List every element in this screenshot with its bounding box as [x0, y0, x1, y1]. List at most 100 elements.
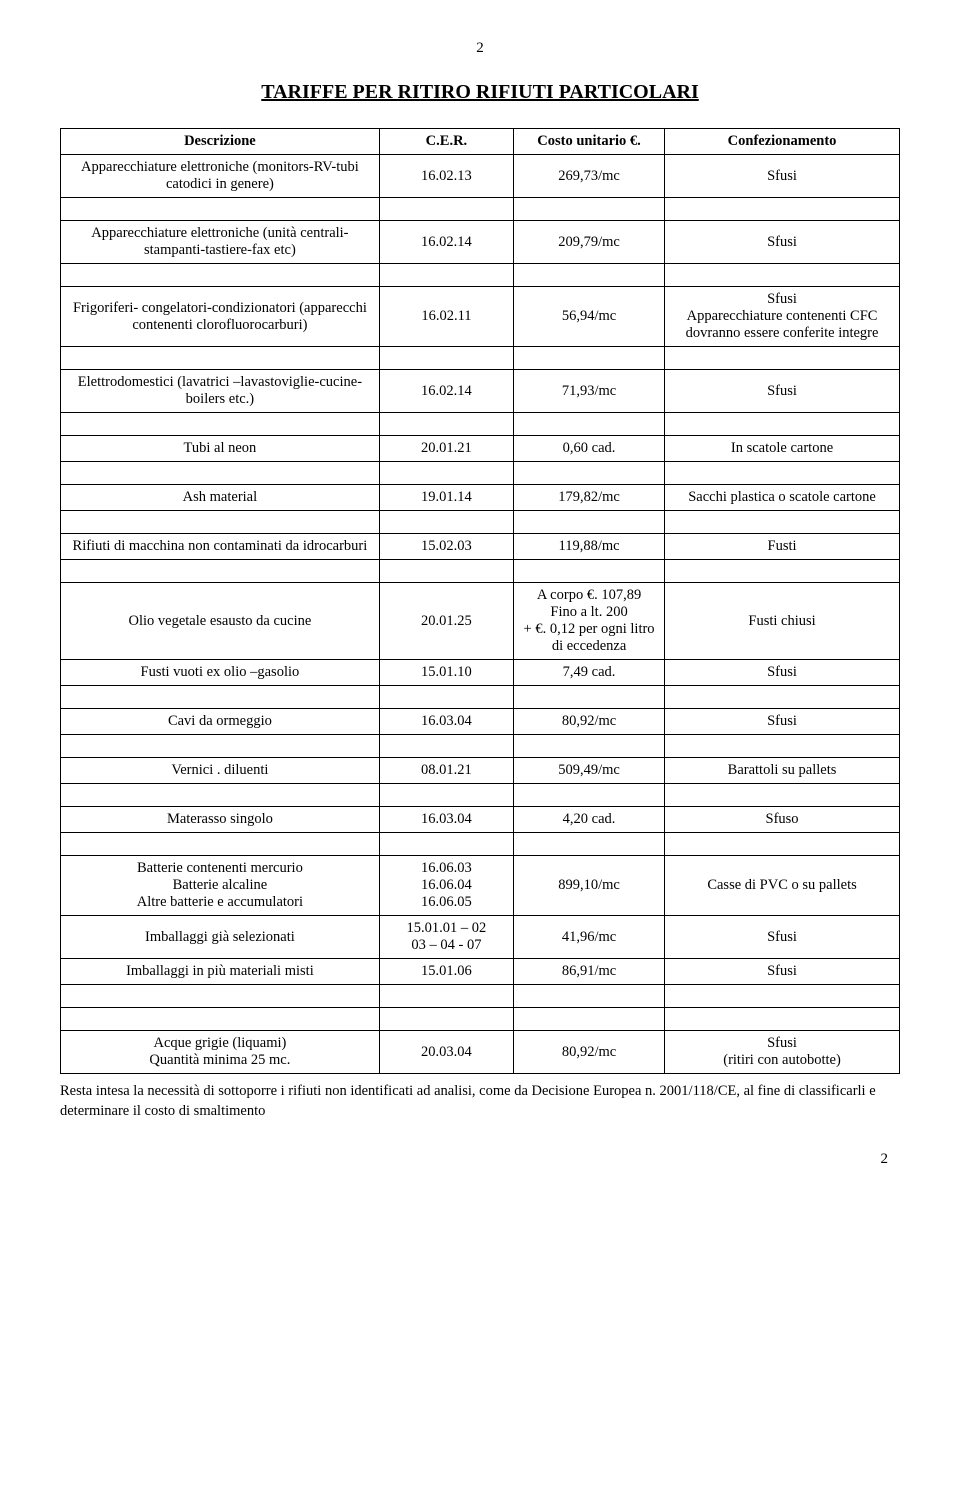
spacer-row: [61, 511, 900, 534]
cell-desc: Acque grigie (liquami)Quantità minima 25…: [61, 1031, 380, 1074]
page-number-top: 2: [60, 40, 900, 57]
spacer-row: [61, 1008, 900, 1031]
cell-desc: Apparecchiature elettroniche (unità cent…: [61, 221, 380, 264]
table-row: Apparecchiature elettroniche (monitors-R…: [61, 155, 900, 198]
cell-desc: Tubi al neon: [61, 436, 380, 462]
cell-desc: Imballaggi in più materiali misti: [61, 959, 380, 985]
table-row: Frigoriferi- congelatori-condizionatori …: [61, 287, 900, 347]
cell-conf: Sfusi: [665, 370, 900, 413]
cell-cer: 15.01.06: [379, 959, 513, 985]
cell-desc: Materasso singolo: [61, 807, 380, 833]
spacer-row: [61, 264, 900, 287]
cell-cost: 209,79/mc: [514, 221, 665, 264]
cell-desc: Olio vegetale esausto da cucine: [61, 583, 380, 660]
spacer-row: [61, 985, 900, 1008]
cell-conf: Sfusi: [665, 916, 900, 959]
page-number-bottom: 2: [60, 1151, 900, 1168]
header-desc: Descrizione: [61, 129, 380, 155]
table-row: Elettrodomestici (lavatrici –lavastovigl…: [61, 370, 900, 413]
cell-cost: 80,92/mc: [514, 709, 665, 735]
cell-conf: Sfuso: [665, 807, 900, 833]
spacer-row: [61, 735, 900, 758]
cell-cer: 08.01.21: [379, 758, 513, 784]
cell-cost: 86,91/mc: [514, 959, 665, 985]
cell-desc: Imballaggi già selezionati: [61, 916, 380, 959]
spacer-row: [61, 686, 900, 709]
spacer-row: [61, 833, 900, 856]
cell-cer: 19.01.14: [379, 485, 513, 511]
cell-cer: 20.03.04: [379, 1031, 513, 1074]
table-row: Materasso singolo 16.03.04 4,20 cad. Sfu…: [61, 807, 900, 833]
cell-desc: Cavi da ormeggio: [61, 709, 380, 735]
cell-desc: Vernici . diluenti: [61, 758, 380, 784]
spacer-row: [61, 413, 900, 436]
cell-cost: 4,20 cad.: [514, 807, 665, 833]
cell-cost: 80,92/mc: [514, 1031, 665, 1074]
page-title: TARIFFE PER RITIRO RIFIUTI PARTICOLARI: [60, 81, 900, 104]
table-row: Acque grigie (liquami)Quantità minima 25…: [61, 1031, 900, 1074]
spacer-row: [61, 462, 900, 485]
table-row: Imballaggi in più materiali misti 15.01.…: [61, 959, 900, 985]
cell-cer: 15.02.03: [379, 534, 513, 560]
table-row: Tubi al neon 20.01.21 0,60 cad. In scato…: [61, 436, 900, 462]
cell-desc: Fusti vuoti ex olio –gasolio: [61, 660, 380, 686]
cell-cer: 16.02.13: [379, 155, 513, 198]
spacer-row: [61, 560, 900, 583]
cell-conf: Fusti chiusi: [665, 583, 900, 660]
cell-conf: Fusti: [665, 534, 900, 560]
table-header-row: Descrizione C.E.R. Costo unitario €. Con…: [61, 129, 900, 155]
cell-cer: 16.06.0316.06.0416.06.05: [379, 856, 513, 916]
header-cer: C.E.R.: [379, 129, 513, 155]
table-row: Apparecchiature elettroniche (unità cent…: [61, 221, 900, 264]
spacer-row: [61, 347, 900, 370]
cell-cer: 16.02.14: [379, 221, 513, 264]
cell-cost: 0,60 cad.: [514, 436, 665, 462]
cell-cost: 179,82/mc: [514, 485, 665, 511]
cell-conf: Sfusi(ritiri con autobotte): [665, 1031, 900, 1074]
cell-cost: 509,49/mc: [514, 758, 665, 784]
cell-cer: 15.01.01 – 0203 – 04 - 07: [379, 916, 513, 959]
cell-cost: 41,96/mc: [514, 916, 665, 959]
table-row: Vernici . diluenti 08.01.21 509,49/mc Ba…: [61, 758, 900, 784]
cell-cost: 56,94/mc: [514, 287, 665, 347]
cell-cost: 899,10/mc: [514, 856, 665, 916]
table-row: Ash material 19.01.14 179,82/mc Sacchi p…: [61, 485, 900, 511]
cell-desc: Frigoriferi- congelatori-condizionatori …: [61, 287, 380, 347]
cell-conf: Barattoli su pallets: [665, 758, 900, 784]
cell-desc: Rifiuti di macchina non contaminati da i…: [61, 534, 380, 560]
cell-conf: In scatole cartone: [665, 436, 900, 462]
table-row: Fusti vuoti ex olio –gasolio 15.01.10 7,…: [61, 660, 900, 686]
cell-cer: 20.01.21: [379, 436, 513, 462]
cell-cer: 20.01.25: [379, 583, 513, 660]
cell-conf: Sfusi: [665, 959, 900, 985]
cell-desc: Batterie contenenti mercurioBatterie alc…: [61, 856, 380, 916]
spacer-row: [61, 784, 900, 807]
cell-conf: Sfusi: [665, 221, 900, 264]
cell-cost: 119,88/mc: [514, 534, 665, 560]
cell-conf: SfusiApparecchiature contenenti CFC dovr…: [665, 287, 900, 347]
cell-cost: A corpo €. 107,89Fino a lt. 200+ €. 0,12…: [514, 583, 665, 660]
table-row: Olio vegetale esausto da cucine 20.01.25…: [61, 583, 900, 660]
cell-cer: 16.03.04: [379, 807, 513, 833]
cell-cer: 16.03.04: [379, 709, 513, 735]
table-row: Rifiuti di macchina non contaminati da i…: [61, 534, 900, 560]
cell-cost: 269,73/mc: [514, 155, 665, 198]
cell-conf: Sacchi plastica o scatole cartone: [665, 485, 900, 511]
table-row: Imballaggi già selezionati 15.01.01 – 02…: [61, 916, 900, 959]
cell-cer: 15.01.10: [379, 660, 513, 686]
cell-desc: Apparecchiature elettroniche (monitors-R…: [61, 155, 380, 198]
table-row: Cavi da ormeggio 16.03.04 80,92/mc Sfusi: [61, 709, 900, 735]
tariff-table: Descrizione C.E.R. Costo unitario €. Con…: [60, 128, 900, 1074]
header-conf: Confezionamento: [665, 129, 900, 155]
cell-cer: 16.02.11: [379, 287, 513, 347]
header-cost: Costo unitario €.: [514, 129, 665, 155]
cell-conf: Sfusi: [665, 155, 900, 198]
cell-cost: 7,49 cad.: [514, 660, 665, 686]
spacer-row: [61, 198, 900, 221]
table-row: Batterie contenenti mercurioBatterie alc…: [61, 856, 900, 916]
cell-conf: Sfusi: [665, 709, 900, 735]
cell-desc: Elettrodomestici (lavatrici –lavastovigl…: [61, 370, 380, 413]
cell-conf: Casse di PVC o su pallets: [665, 856, 900, 916]
cell-conf: Sfusi: [665, 660, 900, 686]
cell-cer: 16.02.14: [379, 370, 513, 413]
